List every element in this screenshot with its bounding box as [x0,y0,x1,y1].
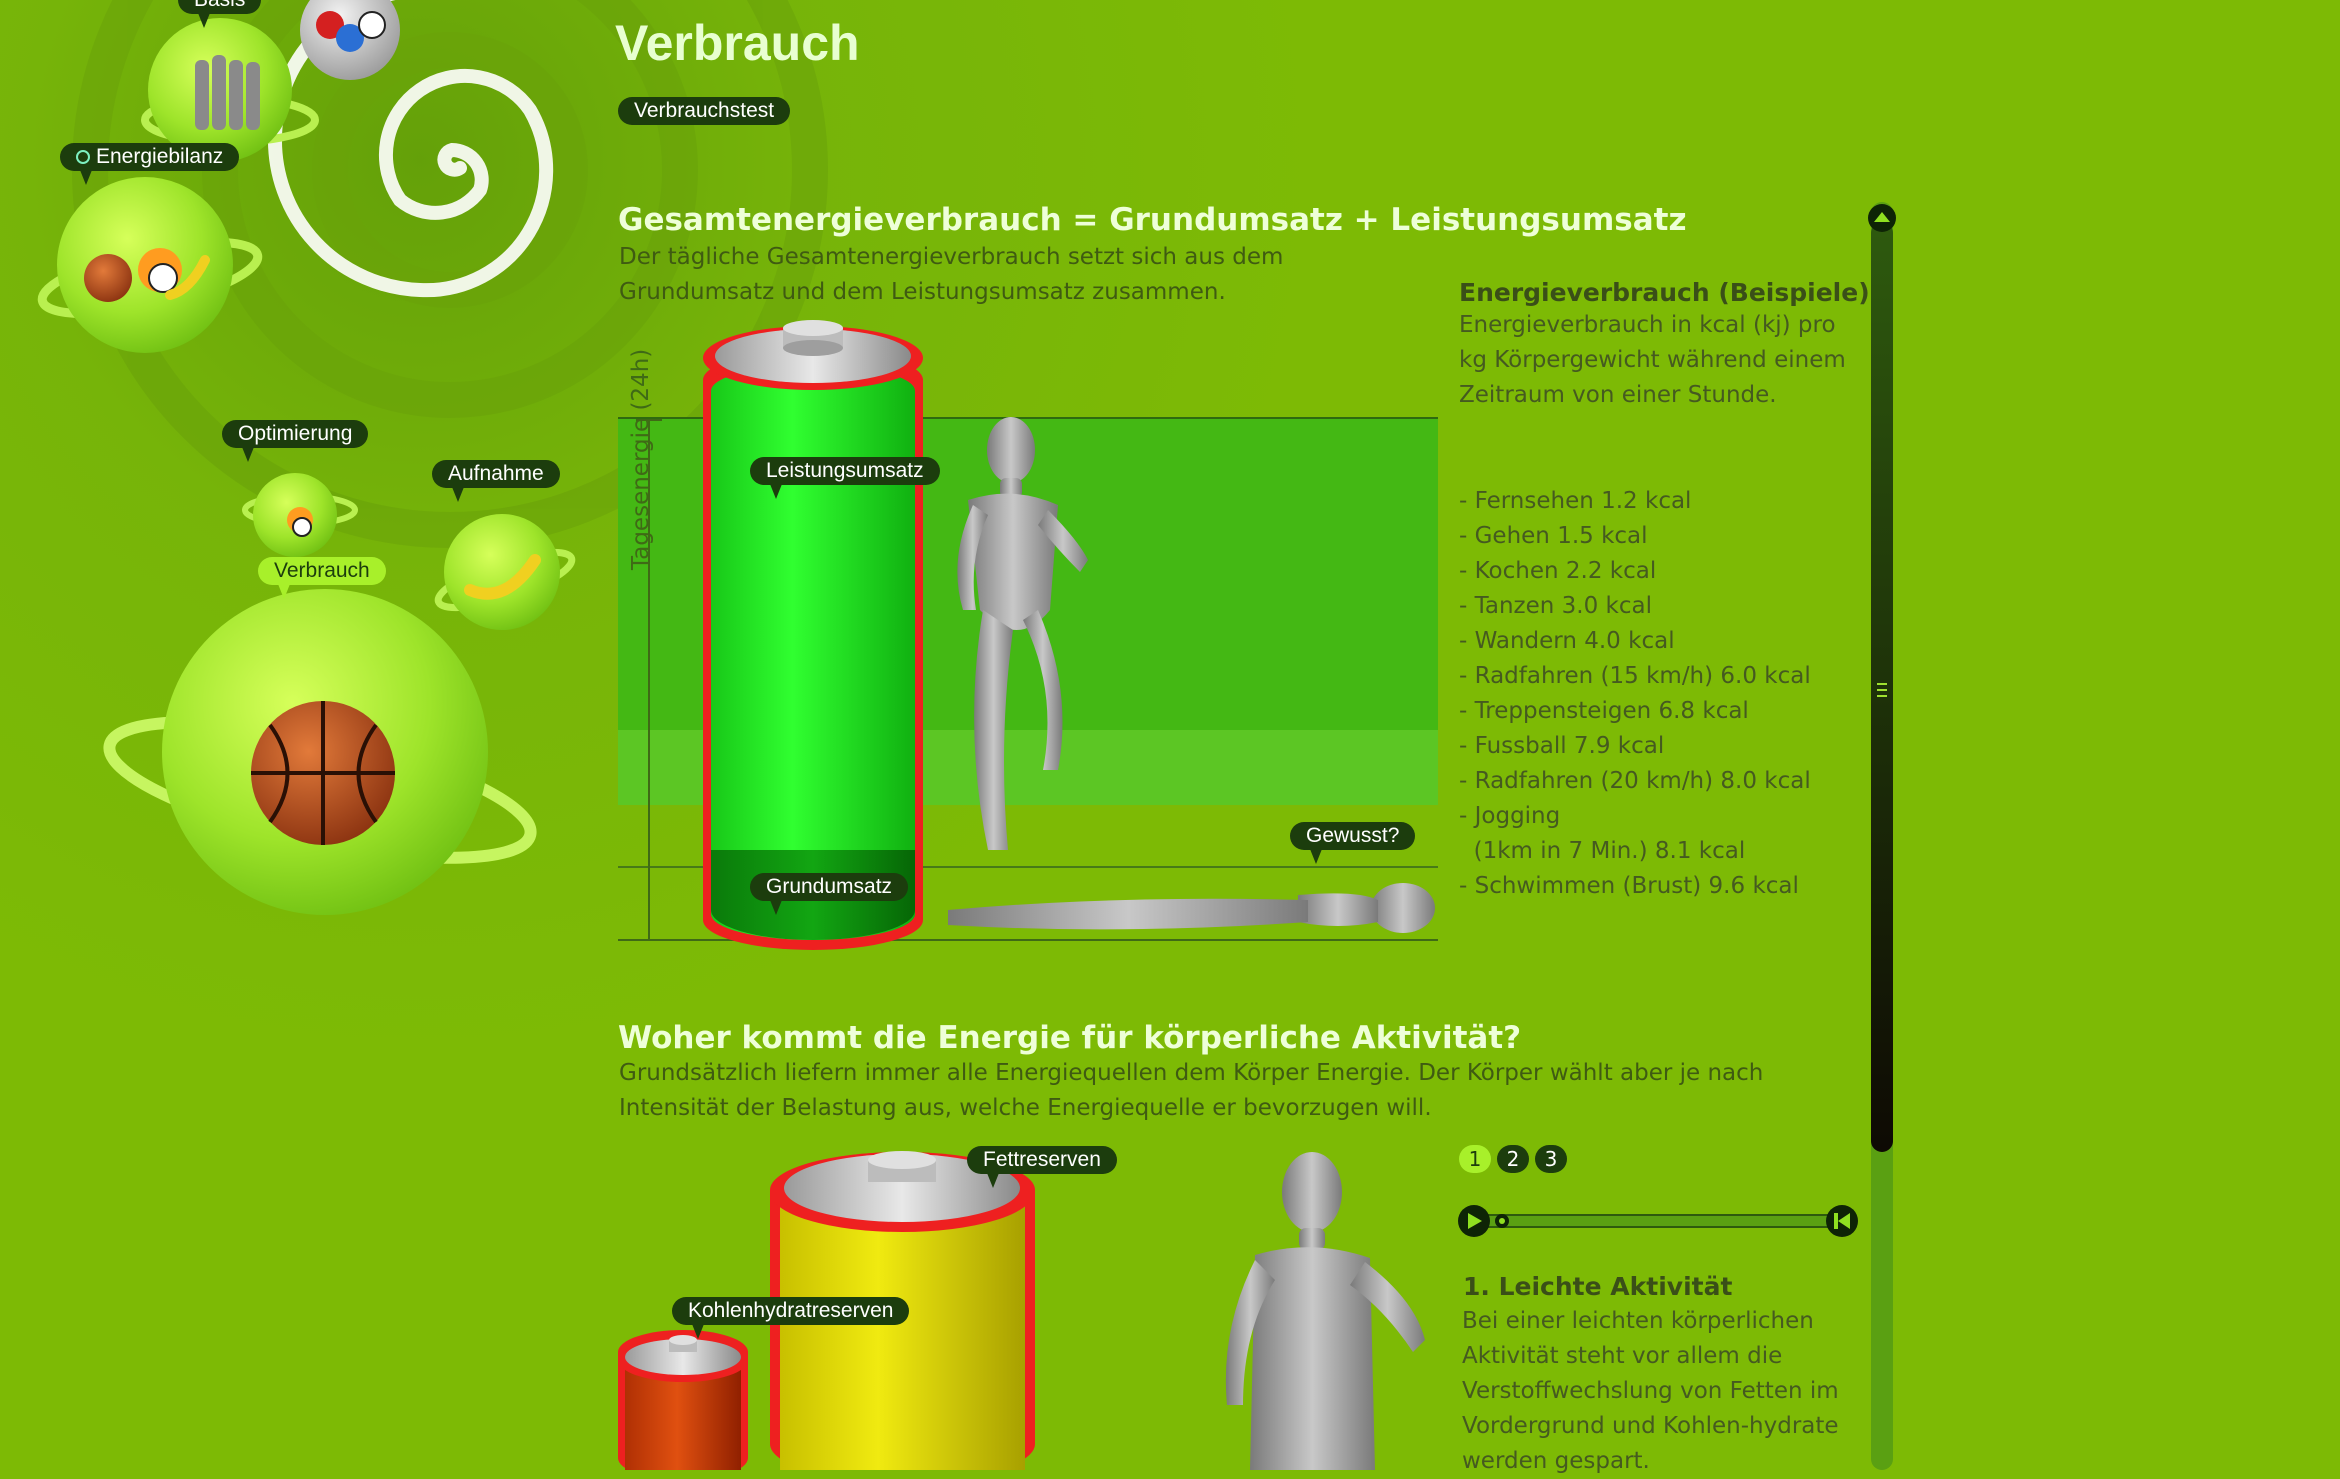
examples-list-item: - Radfahren (15 km/h) 6.0 kcal [1459,663,1811,689]
page-title: Verbrauch [615,15,860,71]
page-button-3[interactable]: 3 [1535,1145,1567,1173]
verbrauchstest-button[interactable]: Verbrauchstest [618,97,791,125]
scroll-up-icon [1874,212,1890,222]
label-grundumsatz: Grundumsatz [750,873,909,915]
label-kohlenhydratreserven: Kohlenhydratreserven [672,1297,910,1339]
examples-list-item: - Fussball 7.9 kcal [1459,733,1665,759]
examples-list: - Fernsehen 1.2 kcal - Gehen 1.5 kcal - Ko… [1459,484,1811,904]
examples-list-item: - Tanzen 3.0 kcal [1459,593,1652,619]
nav-verbrauch[interactable]: Verbrauch [258,557,386,599]
runner-figure [957,417,1088,850]
nav-basis[interactable]: Basis [178,0,262,28]
examples-list-item: - Gehen 1.5 kcal [1459,523,1648,549]
lying-figure [948,883,1435,933]
player-track [1473,1214,1845,1228]
scrollbar-thumb [1871,222,1893,1152]
rewind-icon [1838,1213,1850,1229]
examples-heading: Energieverbrauch (Beispiele) [1459,278,1870,307]
examples-list-item: - Kochen 2.2 kcal [1459,558,1657,584]
section1-title: Gesamtenergieverbrauch = Grundumsatz + L… [618,202,1687,238]
section1-text: Der tägliche Gesamtenergieverbrauch setz… [619,244,1284,305]
examples-intro: Energieverbrauch in kcal (kj) pro kg Kör… [1459,312,1846,408]
label-fettreserven: Fettreserven [967,1146,1117,1188]
scrollbar[interactable] [1866,202,1898,1470]
page-button-2[interactable]: 2 [1497,1145,1529,1173]
nav-energiebilanz[interactable]: Energiebilanz [60,143,240,185]
nav-energiebilanz-label: Energiebilanz [96,145,224,168]
energy-diagram [618,320,1438,950]
examples-list-item: - Treppensteigen 6.8 kcal [1459,698,1749,724]
section2-title: Woher kommt die Energie für körperliche … [618,1020,1522,1056]
examples-list-item: - Schwimmen (Brust) 9.6 kcal [1459,873,1799,899]
active-dot-icon [76,150,90,164]
section2-text: Grundsätzlich liefern immer alle Energie… [619,1060,1764,1121]
animation-player[interactable] [1456,1203,1862,1239]
nav-optimierung[interactable]: Optimierung [222,420,369,462]
examples-list-item: (1km in 7 Min.) 8.1 kcal [1459,838,1746,864]
standing-figure [1225,1152,1425,1470]
gewusst-button[interactable]: Gewusst? [1290,822,1416,864]
examples-list-item: - Radfahren (20 km/h) 8.0 kcal [1459,768,1811,794]
nav-aufnahme[interactable]: Aufnahme [432,460,560,502]
examples-list-item: - Jogging [1459,803,1561,829]
step-title: 1. Leichte Aktivität [1463,1272,1733,1301]
examples-list-item: - Fernsehen 1.2 kcal [1459,488,1692,514]
play-icon [1468,1213,1482,1229]
examples-list-item: - Wandern 4.0 kcal [1459,628,1675,654]
label-leistungsumsatz: Leistungsumsatz [750,457,940,499]
axis-label-tagesenergie: Tagesenergie (24h) [628,348,654,570]
step-text: Bei einer leichten körperlichen Aktivitä… [1462,1308,1839,1474]
page-button-1[interactable]: 1 [1459,1145,1491,1173]
